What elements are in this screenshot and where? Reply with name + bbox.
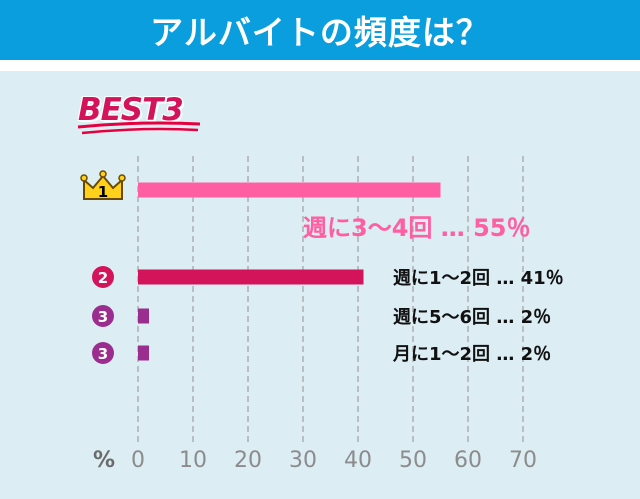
rank-number: 3 <box>98 308 108 326</box>
bar <box>138 308 149 324</box>
rank-circle-icon <box>92 342 114 364</box>
best3-underline <box>77 121 201 135</box>
header-bar: アルバイトの頻度は？ <box>0 0 640 60</box>
tick-label: 20 <box>234 448 262 473</box>
tick-label: 70 <box>509 448 537 473</box>
crown-ball <box>118 174 126 182</box>
x-axis-ticks: 0 10 20 30 40 50 60 70% <box>93 448 537 473</box>
data-label: 週に5〜6回 … 2％ <box>393 307 551 328</box>
crown-icon: 1 <box>80 170 126 201</box>
rank-circle-icon <box>92 266 114 288</box>
tick-label: 60 <box>454 448 482 473</box>
crown-ball <box>99 170 107 178</box>
tick-label: 40 <box>344 448 372 473</box>
data-label: 週に1〜2回 … 41％ <box>393 268 564 289</box>
unit-label: % <box>93 448 115 473</box>
bar <box>138 182 441 198</box>
rank-number: 1 <box>98 183 108 201</box>
data-labels: 週に3〜4回 … 55％ 週に1〜2回 … 41％ 週に5〜6回 … 2％ 月に1〜2… <box>303 214 564 365</box>
tick-label: 50 <box>399 448 427 473</box>
tick-label: 30 <box>289 448 317 473</box>
rank-number: 2 <box>98 269 108 287</box>
tick-label: 10 <box>179 448 207 473</box>
data-label: 月に1〜2回 … 2％ <box>392 344 551 365</box>
grid-lines <box>137 156 524 444</box>
rank-circle-icon <box>92 305 114 327</box>
page-title: アルバイトの頻度は？ <box>150 13 490 52</box>
crown-ball <box>80 174 88 182</box>
bar <box>138 345 149 361</box>
underline-stroke <box>81 127 199 135</box>
rank-number: 3 <box>98 345 108 363</box>
bar <box>138 269 364 285</box>
rank-badges: 1 2 3 3 <box>80 170 126 364</box>
tick-label: 0 <box>131 448 145 473</box>
bars <box>138 182 441 361</box>
underline-stroke <box>77 121 201 129</box>
data-label: 週に3〜4回 … 55％ <box>303 214 531 242</box>
